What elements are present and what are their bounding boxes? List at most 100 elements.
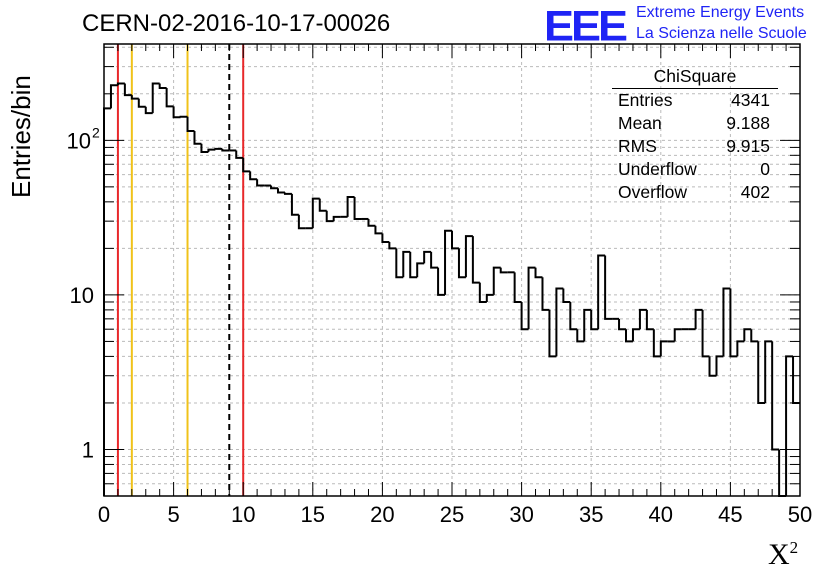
histogram-bin [701,309,710,358]
histogram-bin [457,248,466,279]
x-tick-label: 5 [167,502,179,527]
histogram-bin [625,329,633,343]
histogram-bin [374,225,383,235]
x-axis-label-text: X [768,538,790,571]
histogram-bin [123,83,132,97]
histogram-bin [659,340,668,357]
histogram-bin [270,185,278,190]
y-tick-label: 10 [67,128,91,153]
x-tick-label: 35 [579,502,603,527]
histogram-bin [541,277,550,311]
histogram-bin [562,288,571,303]
histogram-bin [353,196,362,220]
stats-row-mean: Mean 9.188 [608,112,778,135]
histogram-bin [743,328,752,342]
histogram-bin [186,116,195,132]
histogram-bin [325,210,334,223]
histogram-bin [715,355,724,376]
histogram-bin [221,148,230,152]
logo-mark: EEE [544,1,628,50]
stats-value: 0 [760,159,770,179]
histogram-bin [785,355,794,496]
logo-line1: Extreme Energy Events [636,4,805,21]
histogram-bin [277,188,285,194]
chart-title: CERN-02-2016-10-17-00026 [82,10,391,37]
histogram-bin [318,198,327,212]
histogram-bin [555,287,564,357]
histogram-bin [652,329,661,358]
stats-value: 9.188 [726,113,770,133]
histogram-bin [423,250,432,264]
histogram-bin [116,82,125,86]
histogram-bin [311,197,320,229]
stats-title: ChiSquare [612,66,778,89]
y-axis-label-text: Entries/bin [6,75,36,198]
histogram-bin [583,308,592,342]
histogram-bin [792,356,800,404]
stats-label: Entries [618,90,673,110]
histogram-bin [109,84,118,109]
x-axis-label-superscript: 2 [789,538,799,557]
histogram-bin [513,272,522,303]
axis-ticks [103,44,801,497]
stats-label: Overflow [618,182,688,202]
histogram-bin [207,148,216,153]
histogram-bin [409,251,418,279]
eee-logo: EEE Extreme Energy Events La Scienza nel… [540,1,836,49]
histogram-bin [144,106,153,115]
histogram-bin [235,150,244,159]
x-tick-label: 30 [509,502,533,527]
histogram-bin [471,236,480,284]
histogram-bin [464,235,473,278]
grid [104,44,800,497]
y-tick-label: 1 [82,437,94,462]
stats-box: ChiSquare Entries 4341 Mean 9.188 RMS 9.… [608,66,778,204]
histogram-bin [437,267,446,296]
histogram-bin [499,267,508,274]
histogram-bin [694,308,703,330]
histogram-bin [388,241,397,250]
histogram-bin [722,287,731,357]
histogram-bin [771,341,780,451]
histogram-bin [485,293,494,302]
histogram-bin [451,230,459,250]
logo-line2: La Scienza nelle Scuole [636,25,807,42]
histogram-bin [569,301,578,331]
y-axis-label: Entries/bin [6,75,37,198]
histogram-bin [708,356,717,377]
x-axis-label: X2 [768,538,798,572]
histogram-bin [283,192,292,195]
histogram-bin [548,309,557,358]
histogram-bin [158,83,167,90]
histogram-bin [478,282,487,303]
y-tick-label-exponent: 2 [92,124,100,140]
stats-row-rms: RMS 9.915 [608,135,778,158]
marker-lines [116,44,245,496]
x-tick-label: 45 [718,502,742,527]
x-tick-label: 25 [440,502,464,527]
histogram-bin [290,193,299,216]
histogram-bin [367,218,376,227]
histogram-bin [416,262,425,278]
histogram-bin [604,255,613,320]
histogram-bin [492,266,501,295]
histogram-bin [256,179,265,187]
histogram-bin [430,251,439,269]
x-tick-label: 10 [231,502,255,527]
histogram-bin [590,309,599,331]
histogram-bin [381,233,390,243]
histogram-bin [729,288,738,358]
histogram-bin [172,106,181,119]
histogram-bin [395,248,404,279]
histogram-bin [638,308,647,330]
histogram-bin [193,130,202,145]
histogram-bin [165,88,174,108]
histogram-bin [520,301,529,331]
x-tick-label: 15 [301,502,325,527]
histogram-bin [757,341,766,404]
stats-value: 4341 [731,90,770,110]
histogram-bin [736,340,745,357]
histogram-bin [750,329,759,343]
